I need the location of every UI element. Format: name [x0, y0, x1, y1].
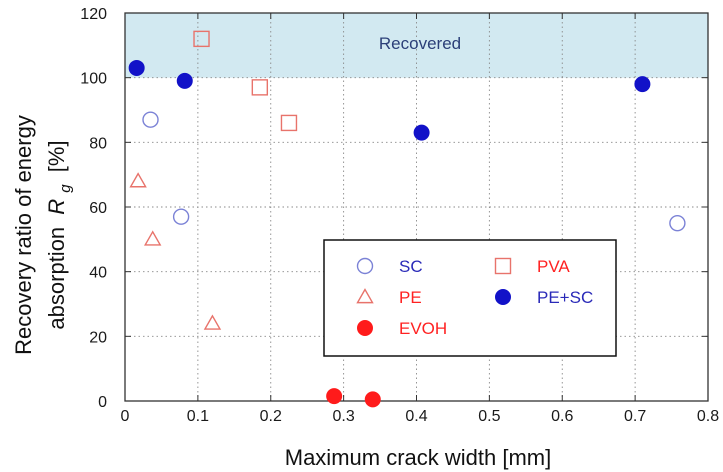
x-tick-label: 0.8 [697, 408, 719, 425]
point-pe-sc [634, 76, 651, 93]
point-sc [142, 111, 159, 128]
x-tick-label: 0.1 [187, 408, 209, 425]
point-pe [143, 230, 162, 246]
y-axis-title-subscript: g [57, 184, 74, 193]
legend-label-sc: SC [399, 257, 423, 276]
legend-label-pe-sc: PE+SC [537, 288, 593, 307]
y-tick-label: 20 [89, 329, 107, 346]
y-axis-title-symbol: R [44, 199, 69, 215]
x-tick-label: 0.7 [624, 408, 646, 425]
y-axis-title-line1: Recovery ratio of energy [11, 115, 36, 355]
point-sc [172, 208, 190, 225]
point-pva [193, 30, 210, 48]
point-pe [203, 314, 222, 330]
point-pe-sc [128, 59, 145, 76]
legend-marker-pe [356, 288, 374, 304]
legend-marker-evoh [357, 320, 373, 336]
legend-items: SC PVA PE PE+SC EVOH [356, 257, 593, 338]
point-pe-sc [413, 124, 430, 141]
legend: SC PVA PE PE+SC EVOH [323, 239, 617, 357]
y-axis-title-unit: [%] [44, 140, 69, 172]
point-pva [280, 114, 298, 132]
legend-label-pe: PE [399, 288, 422, 307]
y-tick-label: 120 [80, 6, 107, 23]
y-tick-label: 80 [89, 135, 107, 152]
x-tick-label: 0.3 [333, 408, 355, 425]
y-axis-title-prefix: absorption [44, 227, 69, 330]
y-tick-label: 60 [89, 200, 107, 217]
legend-marker-pe-sc [495, 289, 511, 305]
recovered-region-label: Recovered [379, 34, 461, 53]
x-tick-label: 0 [121, 408, 130, 425]
y-axis-title-line2: absorption R g [%] [44, 140, 75, 329]
y-tick-label: 0 [98, 394, 107, 411]
x-tick-label: 0.4 [405, 408, 427, 425]
point-evoh [364, 391, 381, 408]
grid-lines [125, 13, 708, 401]
point-pe-sc [176, 72, 193, 89]
legend-marker-sc [356, 257, 374, 275]
legend-label-evoh: EVOH [399, 319, 447, 338]
point-sc [669, 214, 686, 232]
y-tick-label: 100 [80, 71, 107, 88]
x-tick-labels: 0 0.1 0.2 0.3 0.4 0.5 0.6 0.7 0.8 [121, 408, 720, 425]
y-tick-labels: 0 20 40 60 80 100 120 [80, 6, 107, 411]
x-tick-label: 0.5 [478, 408, 500, 425]
x-axis-title: Maximum crack width [mm] [285, 445, 551, 470]
point-pva [251, 79, 269, 96]
tick-marks [124, 12, 709, 402]
data-points [128, 30, 686, 408]
x-tick-label: 0.2 [260, 408, 282, 425]
legend-label-pva: PVA [537, 257, 570, 276]
x-tick-label: 0.6 [551, 408, 573, 425]
point-pe [129, 172, 147, 188]
point-evoh [326, 388, 343, 405]
legend-marker-pva [494, 257, 512, 275]
y-tick-label: 40 [89, 265, 107, 282]
legend-box [323, 239, 617, 357]
